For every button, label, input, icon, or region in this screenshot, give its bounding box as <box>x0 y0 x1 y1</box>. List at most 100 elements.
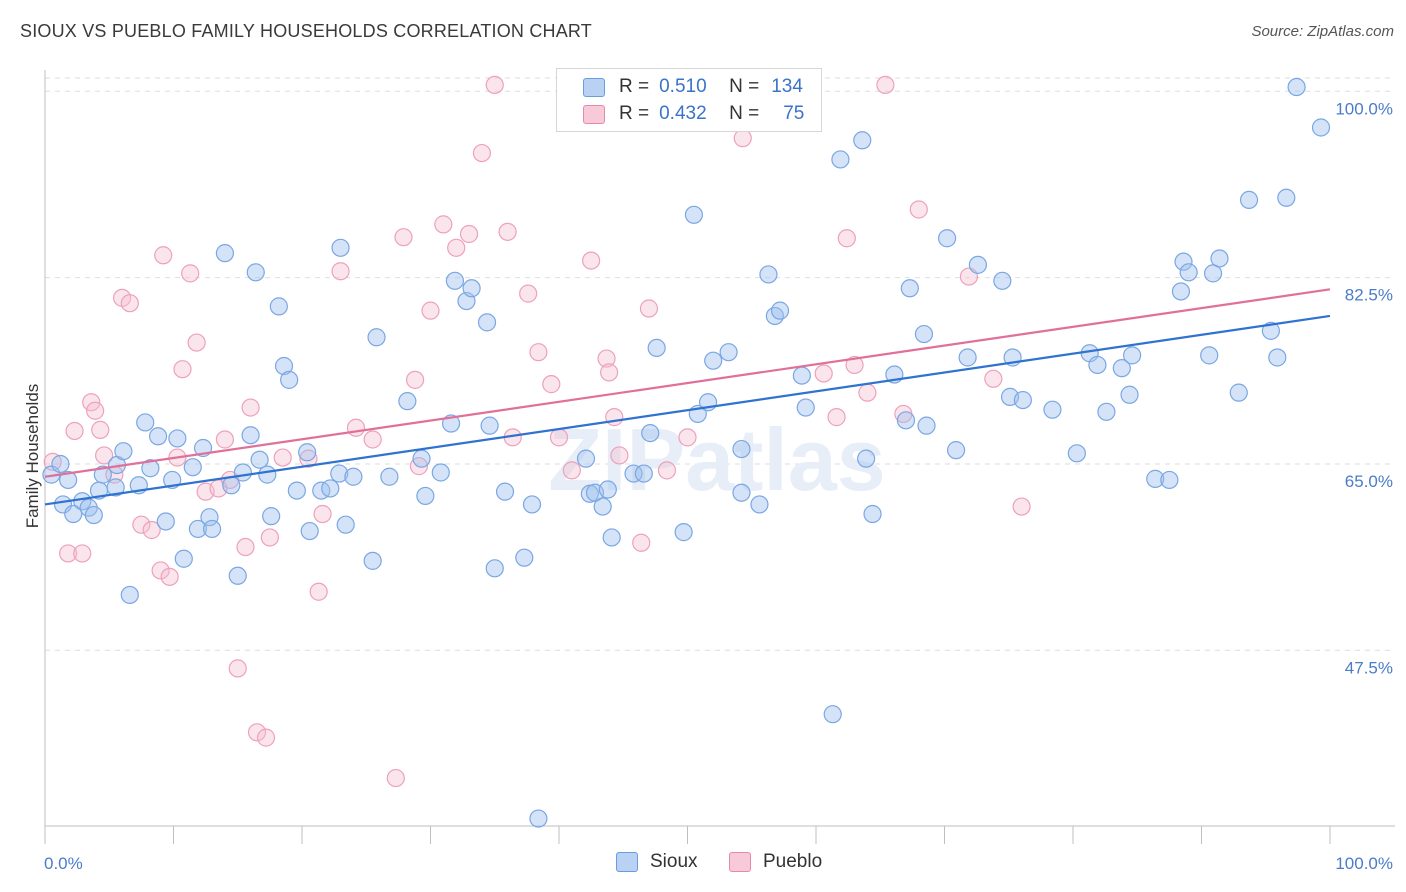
sioux-point <box>719 343 738 362</box>
pueblo-point <box>236 537 255 557</box>
pueblo-point <box>309 582 328 601</box>
tick-labels: 100.0% 82.5% 65.0% 47.5% 0.0% 100.0% <box>44 99 1393 873</box>
sioux-point <box>1179 263 1198 282</box>
sioux-point <box>269 297 288 316</box>
sioux-point <box>241 426 260 445</box>
pueblo-point <box>582 251 601 270</box>
sioux-point <box>141 459 160 478</box>
sioux-point <box>445 271 465 290</box>
pueblo-point <box>386 768 405 788</box>
sioux-point <box>51 454 70 474</box>
sioux-point <box>937 229 957 248</box>
sioux-point <box>602 528 621 547</box>
sioux-point <box>174 549 193 568</box>
sioux-point <box>398 392 417 411</box>
sioux-point <box>477 313 497 332</box>
sioux-point <box>431 463 450 482</box>
pueblo-point <box>151 561 170 580</box>
sioux-point <box>896 411 916 430</box>
pueblo-point <box>519 284 538 303</box>
sioux-point <box>1210 249 1229 268</box>
sioux-point <box>1268 348 1287 367</box>
sioux-legend-swatch <box>616 852 638 872</box>
r-value: 0.510 <box>659 76 707 97</box>
pueblo-point <box>447 238 466 257</box>
sioux-point <box>1239 190 1259 210</box>
sioux-point <box>202 519 222 539</box>
y-tick-label: 82.5% <box>1345 286 1393 305</box>
sioux-point <box>647 338 666 358</box>
pueblo-point <box>858 383 877 402</box>
pueblo-point <box>173 360 192 379</box>
pueblo-point <box>73 544 92 563</box>
pueblo-legend-label: Pueblo <box>763 851 823 872</box>
pueblo-point <box>331 262 350 281</box>
sioux-point <box>1013 390 1032 410</box>
n-value: 75 <box>783 103 805 124</box>
sioux-point <box>750 495 769 514</box>
sioux-point <box>183 458 202 477</box>
sioux-point <box>993 271 1012 290</box>
pueblo-point <box>82 393 101 412</box>
pueblo-point <box>260 528 279 547</box>
sioux-point <box>1174 252 1193 271</box>
sioux-point <box>64 504 83 524</box>
sioux-point <box>228 566 247 585</box>
sioux-point <box>704 351 723 370</box>
x-tick-label: 100.0% <box>1335 854 1393 873</box>
sioux-point <box>495 482 515 501</box>
y-tick-label: 47.5% <box>1345 658 1393 677</box>
sioux-point <box>298 443 317 462</box>
legend-row-pueblo: R = 0.432 N = 75 <box>583 103 804 125</box>
n-value: 134 <box>771 76 803 97</box>
legend-row-sioux: R = 0.510 N = 134 <box>583 76 803 98</box>
pueblo-point <box>256 728 276 747</box>
pueblo-point <box>610 446 629 465</box>
chart-title: SIOUX VS PUEBLO FAMILY HOUSEHOLDS CORREL… <box>20 21 592 41</box>
pueblo-point <box>597 349 616 368</box>
pueblo-point <box>120 294 139 313</box>
sioux-point <box>831 150 850 169</box>
sioux-point <box>1261 321 1280 340</box>
pueblo-point <box>181 264 200 283</box>
pueblo-point <box>639 299 659 318</box>
x-tick-label: 0.0% <box>44 854 83 873</box>
sioux-point <box>1160 470 1179 490</box>
r-label: R = <box>619 103 650 124</box>
pueblo-point <box>86 401 105 420</box>
sioux-point <box>634 464 653 483</box>
pueblo-point <box>59 544 78 563</box>
pueblo-point <box>434 215 453 234</box>
pueblo-point <box>299 449 318 468</box>
pueblo-point <box>529 343 548 362</box>
sioux-point <box>114 442 133 461</box>
sioux-point <box>900 279 919 298</box>
pueblo-point <box>542 375 561 394</box>
sioux-point <box>1200 346 1219 365</box>
pueblo-point <box>91 420 110 439</box>
pueblo-point <box>657 461 677 480</box>
sioux-point <box>84 505 103 525</box>
legend-item-sioux: Sioux <box>616 851 698 873</box>
n-label: N = <box>729 76 760 97</box>
pueblo-point <box>228 659 247 678</box>
sioux-point <box>336 515 355 534</box>
sioux-point <box>331 238 350 257</box>
sioux-swatch <box>583 77 605 97</box>
sioux-point <box>233 463 252 482</box>
pueblo-point <box>845 355 864 375</box>
sioux-point <box>412 449 431 468</box>
pueblo-point <box>363 430 382 449</box>
sioux-point <box>593 497 612 516</box>
pueblo-point <box>909 200 928 219</box>
sioux-point <box>674 523 693 542</box>
sioux-point <box>168 429 187 448</box>
pueblo-point <box>160 567 179 586</box>
sioux-point <box>93 465 112 484</box>
sioux-point <box>200 508 219 527</box>
pueblo-point <box>154 246 173 265</box>
sioux-point <box>363 551 382 570</box>
sioux-point <box>863 504 882 524</box>
sioux-point <box>120 585 139 605</box>
